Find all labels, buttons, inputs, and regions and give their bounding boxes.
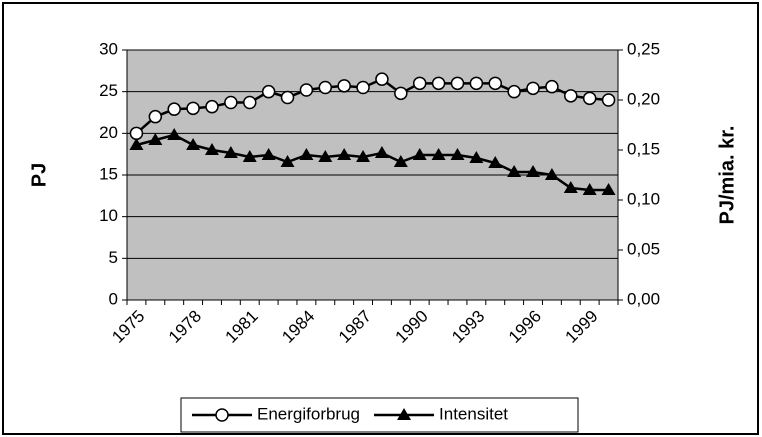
marker	[544, 168, 559, 180]
y-tick-label: 15	[99, 164, 118, 183]
marker	[488, 76, 502, 91]
marker	[261, 148, 276, 160]
marker	[488, 156, 503, 168]
marker	[582, 183, 597, 195]
marker	[242, 150, 257, 162]
y2-tick-label: 0,20	[627, 89, 660, 108]
marker	[564, 89, 578, 103]
marker	[431, 148, 446, 160]
y2-tick-label: 0,00	[627, 289, 660, 308]
marker	[243, 95, 257, 110]
y-tick-label: 10	[99, 206, 118, 225]
marker	[356, 150, 371, 162]
y-tick-label: 5	[109, 248, 118, 267]
marker	[431, 76, 446, 91]
y2-tick-label: 0,15	[627, 139, 660, 158]
legend-marker	[215, 408, 229, 422]
marker	[526, 165, 541, 177]
marker	[167, 102, 181, 116]
y-axis-label: PJ	[28, 163, 50, 187]
marker	[129, 138, 144, 150]
marker	[318, 80, 333, 95]
y2-tick-label: 0,10	[627, 189, 660, 208]
marker	[280, 155, 295, 167]
marker	[261, 84, 276, 99]
marker	[223, 146, 238, 158]
legend: Energiforbrug Intensitet	[180, 397, 579, 433]
marker	[563, 181, 578, 193]
marker	[186, 101, 200, 116]
legend-label: Energiforbrug	[257, 404, 360, 423]
y-tick-label: 25	[99, 81, 118, 100]
y-tick-label: 30	[99, 39, 118, 58]
marker	[469, 76, 484, 91]
marker	[280, 90, 295, 105]
marker	[394, 86, 408, 101]
marker	[337, 79, 351, 93]
marker	[167, 128, 182, 140]
marker	[337, 148, 352, 160]
marker	[507, 84, 521, 99]
marker	[129, 126, 144, 141]
marker	[148, 133, 163, 145]
marker	[375, 72, 389, 86]
marker	[601, 183, 616, 195]
marker	[469, 151, 484, 163]
marker	[450, 76, 465, 91]
marker	[356, 80, 370, 95]
marker	[205, 99, 219, 114]
marker	[393, 155, 408, 167]
marker	[450, 148, 465, 160]
marker	[507, 165, 522, 177]
marker	[582, 91, 597, 106]
marker	[601, 93, 616, 107]
marker	[186, 138, 201, 150]
marker	[224, 95, 238, 110]
marker	[318, 150, 333, 162]
marker	[299, 83, 314, 97]
legend-label: Intensitet	[439, 404, 508, 423]
y2-tick-label: 0,05	[627, 239, 660, 258]
legend-marker	[397, 408, 412, 420]
y2-tick-label: 0,25	[627, 39, 660, 58]
marker	[299, 148, 314, 160]
marker	[204, 143, 219, 155]
y-tick-label: 0	[109, 289, 118, 308]
y2-axis-label: PJ/mia. kr.	[716, 126, 738, 225]
marker	[412, 76, 427, 91]
y-tick-label: 20	[99, 123, 118, 142]
marker	[545, 79, 559, 94]
marker	[374, 146, 389, 158]
marker	[526, 81, 540, 96]
marker	[148, 109, 163, 124]
marker	[412, 148, 427, 160]
